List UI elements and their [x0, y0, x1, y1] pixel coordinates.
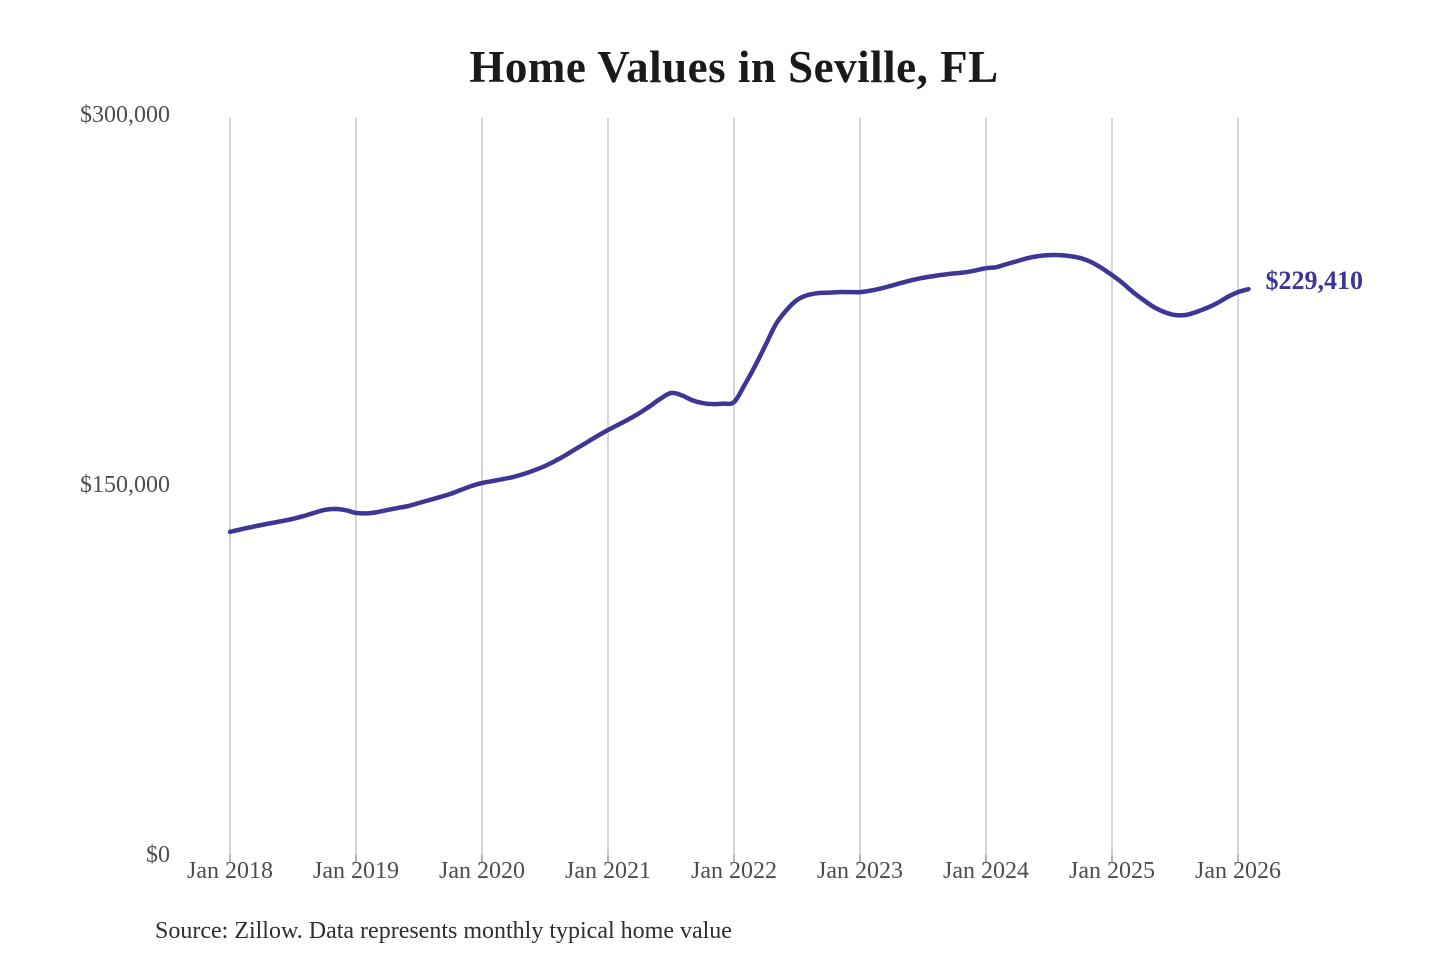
source-note: Source: Zillow. Data represents monthly … [155, 918, 732, 944]
x-tick-label: Jan 2022 [691, 858, 777, 884]
x-tick-label: Jan 2025 [1069, 858, 1155, 884]
x-tick-label: Jan 2023 [817, 858, 903, 884]
x-tick-label: Jan 2018 [187, 858, 273, 884]
x-tick-label: Jan 2020 [439, 858, 525, 884]
end-value-label: $229,410 [1265, 266, 1364, 296]
value-line [227, 252, 1251, 535]
x-tick-label: Jan 2024 [943, 858, 1029, 884]
x-tick-label: Jan 2026 [1195, 858, 1281, 884]
y-tick-label: $150,000 [80, 472, 170, 498]
y-tick-label: $0 [146, 842, 170, 868]
x-tick-label: Jan 2019 [313, 858, 399, 884]
chart-title: Home Values in Seville, FL [469, 42, 999, 92]
x-tick-label: Jan 2021 [565, 858, 651, 884]
y-tick-label: $300,000 [80, 102, 170, 128]
